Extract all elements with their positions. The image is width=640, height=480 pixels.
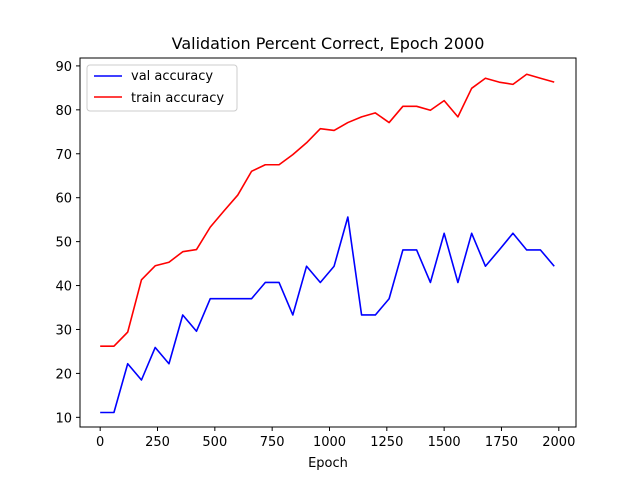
x-tick-label-1500: 1500 [428,435,461,450]
x-tick-label-1750: 1750 [485,435,518,450]
legend-label-train-accuracy: train accuracy [131,91,224,106]
legend-label-val-accuracy: val accuracy [131,69,213,84]
x-tick-label-750: 750 [260,435,285,450]
y-tick-label-90: 90 [55,60,72,75]
y-tick-label-80: 80 [55,104,72,119]
x-tick-label-250: 250 [145,435,170,450]
x-tick-label-0: 0 [96,435,104,450]
y-tick-label-20: 20 [55,367,72,382]
x-tick-label-2000: 2000 [542,435,575,450]
y-tick-label-30: 30 [55,323,72,338]
x-axis-label: Epoch [308,456,348,471]
series-layer [100,73,555,414]
axes-frame [79,57,577,428]
x-tick-label-1000: 1000 [313,435,346,450]
y-tick-label-70: 70 [55,148,72,163]
x-tick-label-500: 500 [202,435,227,450]
series-line-train-accuracy [100,73,555,347]
legend: val accuracy train accuracy [86,64,238,112]
y-tick-label-10: 10 [55,411,72,426]
series-line-val-accuracy [100,216,555,414]
y-tick-label-50: 50 [55,236,72,251]
legend-box [86,64,238,112]
y-tick-label-40: 40 [55,280,72,295]
x-tick-label-1250: 1250 [370,435,403,450]
x-axis: 0 250 500 750 1000 1250 1500 1750 2000 [96,427,575,450]
chart-title: Validation Percent Correct, Epoch 2000 [172,34,485,53]
y-axis: 10 20 30 40 50 60 70 80 90 [55,60,80,426]
y-tick-label-60: 60 [55,192,72,207]
